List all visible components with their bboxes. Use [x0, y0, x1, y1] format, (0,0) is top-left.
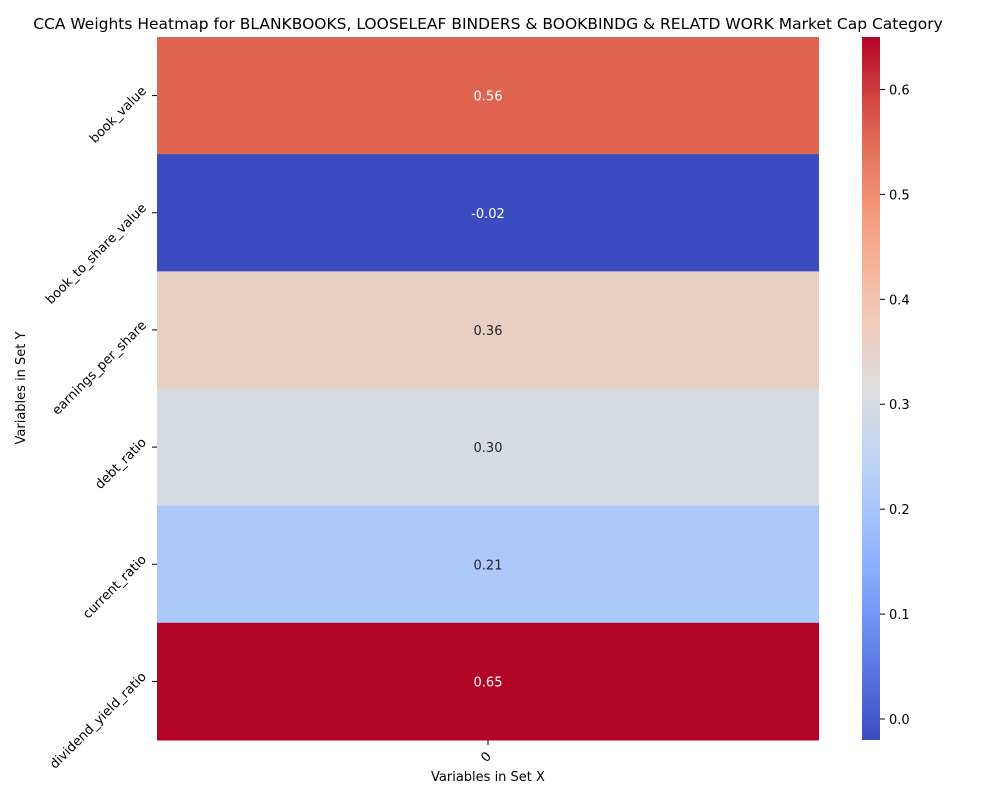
colorbar-tick-label: 0.0	[889, 713, 910, 728]
colorbar-tick-label: 0.1	[889, 608, 910, 623]
heatmap-cell	[157, 505, 819, 624]
colorbar-tick-label: 0.2	[889, 503, 910, 518]
colorbar: 0.0 0.1 0.2 0.3 0.4 0.5 0.6	[862, 37, 910, 740]
heatmap-cell	[157, 388, 819, 507]
y-axis: book_value book_to_share_valueearnings_pe…	[43, 84, 157, 772]
y-axis-label: Variables in Set Y	[14, 331, 29, 444]
x-axis: 0	[478, 740, 495, 766]
y-tick-label: debt_ratio	[92, 435, 149, 492]
cell-value-label: 0.30	[474, 441, 503, 456]
heatmap-cell	[157, 37, 819, 155]
y-tick-label: book_value	[87, 84, 150, 147]
y-tick-label: book_to_share_value	[43, 201, 150, 308]
colorbar-tick-label: 0.4	[889, 293, 910, 308]
colorbar-tick-label: 0.6	[889, 83, 910, 98]
cell-value-label: -0.02	[471, 207, 505, 222]
colorbar-gradient	[862, 37, 880, 740]
x-tick-label: 0	[478, 749, 494, 765]
y-tick-label: dividend_yield_ratio	[47, 670, 150, 773]
y-tick-label: earnings_per_share	[50, 318, 150, 418]
heatmap-cell	[157, 154, 819, 272]
cell-value-label: 0.56	[474, 90, 503, 105]
x-axis-label: Variables in Set X	[431, 770, 545, 785]
chart-title: CCA Weights Heatmap for BLANKBOOKS, LOOS…	[33, 15, 943, 33]
heatmap-cell	[157, 622, 819, 741]
heatmap-cell	[157, 271, 819, 389]
cell-value-label: 0.65	[474, 675, 503, 690]
heatmap-cells: 0.56 -0.02 0.36 0.30 0.21 0.65	[157, 37, 819, 741]
colorbar-tick-label: 0.3	[889, 398, 910, 413]
cell-value-label: 0.36	[474, 324, 503, 339]
y-tick-label: current_ratio	[80, 552, 150, 622]
cell-value-label: 0.21	[474, 558, 503, 573]
colorbar-tick-label: 0.5	[889, 188, 910, 203]
